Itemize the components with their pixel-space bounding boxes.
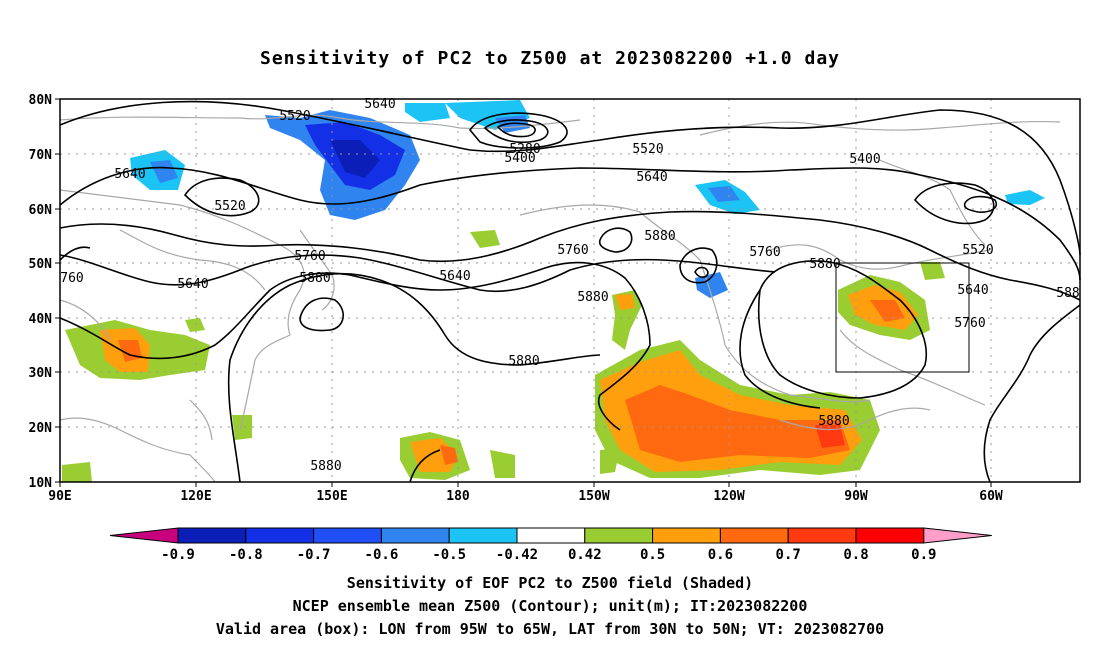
contour-label: 5640 (364, 97, 395, 112)
lat-label: 40N (29, 312, 53, 327)
lat-lon-grid (60, 99, 1080, 482)
axis-ticks (55, 98, 992, 487)
contour-label: 5760 (749, 245, 780, 260)
colorbar-tick-label: 0.42 (568, 547, 602, 563)
colorbar-segment (787, 527, 857, 544)
colorbar-tick-label: 0.5 (640, 547, 665, 563)
longitude-labels: 90E 120E 150E 180 150W 120W 90W 60W (48, 489, 1003, 504)
lat-label: 60N (29, 203, 53, 218)
contour-label: 5400 (849, 152, 880, 167)
colorbar-segment (448, 527, 518, 544)
contour-label: 5400 (504, 151, 535, 166)
colorbar-segment (719, 527, 789, 544)
lat-label: 80N (29, 93, 53, 108)
colorbar-segment (584, 527, 654, 544)
valid-area-box (835, 262, 970, 373)
contour-label: 5520 (279, 109, 310, 124)
colorbar-tick-label: -0.42 (496, 547, 538, 563)
colorbar-left-arrow (109, 527, 179, 544)
lon-label: 150W (578, 489, 609, 504)
colorbar-tick-label: -0.8 (229, 547, 263, 563)
colorbar-right-arrow (923, 527, 992, 544)
footer-valid-area-description: Valid area (box): LON from 95W to 65W, L… (215, 620, 885, 638)
colorbar-segment (516, 527, 586, 544)
colorbar-segment (855, 527, 925, 544)
colorbar-tick-label: 0.6 (708, 547, 733, 563)
colorbar-tick-label: -0.9 (161, 547, 195, 563)
contour-label: 5520 (962, 243, 993, 258)
lon-label: 150E (316, 489, 347, 504)
contour-label: 5760 (557, 243, 588, 258)
footer-contour-description: NCEP ensemble mean Z500 (Contour); unit(… (292, 597, 808, 615)
latitude-labels: 80N 70N 60N 50N 40N 30N 20N 10N (29, 93, 53, 491)
contour-label: 5880 (809, 257, 840, 272)
colorbar-tick-label: 0.8 (843, 547, 868, 563)
contour-label: 5640 (957, 283, 988, 298)
colorbar-segment (245, 527, 315, 544)
colorbar-tick-label: -0.7 (297, 547, 331, 563)
lon-label: 180 (446, 489, 470, 504)
contour-label: 5520 (632, 142, 663, 157)
coastlines (59, 114, 1061, 483)
lat-label: 50N (29, 257, 53, 272)
contour-label: 5880 (310, 459, 341, 474)
lat-label: 20N (29, 421, 53, 436)
contour-label: 5640 (177, 277, 208, 292)
colorbar-tick-label: -0.6 (365, 547, 399, 563)
lon-label: 90W (844, 489, 868, 504)
colorbar-segment (380, 527, 450, 544)
contour-label: 5640 (114, 167, 145, 182)
contour-label: 5520 (214, 199, 245, 214)
colorbar-tick-label: 0.9 (911, 547, 936, 563)
colorbar: -0.9 -0.8 -0.7 -0.6 -0.5 -0.42 0.42 0.5 0.6 0.7 0.… (109, 527, 992, 563)
lat-label: 70N (29, 148, 53, 163)
lat-label: 10N (29, 476, 53, 491)
contour-label: 5880 (644, 229, 675, 244)
colorbar-segment (652, 527, 721, 544)
contour-label: 5640 (439, 269, 470, 284)
lon-label: 90E (48, 489, 71, 504)
lon-label: 120W (713, 489, 744, 504)
lon-label: 120E (180, 489, 211, 504)
z500-contours (59, 100, 1081, 483)
contour-labels: 5280 5400 5520 5640 5520 5400 5640 5520 … (60, 97, 1079, 474)
contour-label: 588 (1056, 286, 1079, 301)
lat-label: 30N (29, 366, 53, 381)
contour-label: 5880 (508, 354, 539, 369)
contour-label: 5280 (509, 142, 540, 157)
contour-label: 5640 (636, 170, 667, 185)
colorbar-tick-label: 0.7 (776, 547, 801, 563)
contour-label: 5880 (818, 414, 849, 429)
lon-label: 60W (979, 489, 1003, 504)
footer-shaded-description: Sensitivity of EOF PC2 to Z500 field (Sh… (346, 574, 754, 592)
colorbar-segment (177, 527, 247, 544)
contour-label: 5880 (577, 290, 608, 305)
colorbar-tick-label: -0.5 (432, 547, 466, 563)
map-frame (59, 98, 1081, 483)
shaded-positive-regions (62, 230, 945, 482)
colorbar-segment (313, 527, 382, 544)
contour-label: 5760 (954, 316, 985, 331)
chart-title: Sensitivity of PC2 to Z500 at 2023082200… (259, 48, 840, 69)
contour-label: 5880 (299, 271, 330, 286)
contour-label: 5760 (294, 249, 325, 264)
contour-label: 760 (60, 271, 83, 286)
